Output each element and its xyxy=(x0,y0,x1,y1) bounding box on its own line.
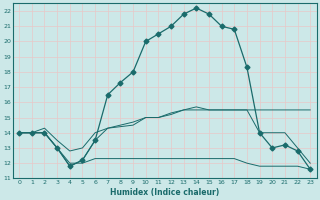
X-axis label: Humidex (Indice chaleur): Humidex (Indice chaleur) xyxy=(110,188,219,197)
